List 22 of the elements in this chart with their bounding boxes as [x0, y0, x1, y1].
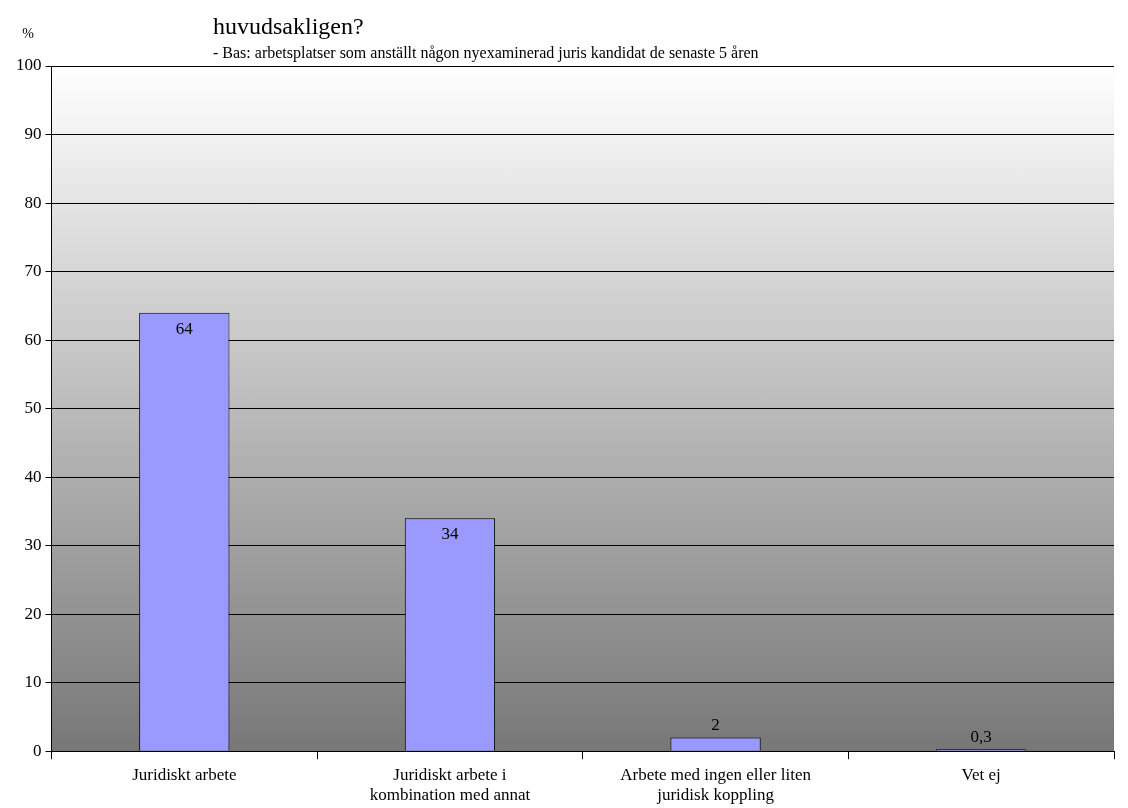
x-tick-label: Vet ej [961, 764, 1001, 784]
y-tick-label: 30 [24, 535, 42, 555]
y-tick-label: 10 [24, 672, 42, 692]
y-tick-label: 100 [16, 55, 42, 75]
data-label: 34 [441, 524, 459, 544]
data-label: 64 [175, 318, 194, 338]
y-axis-title: % [22, 26, 35, 41]
chart-title: huvudsakligen? [213, 13, 364, 39]
chart-subtitle: - Bas: arbetsplatser som anställt någon nyexaminerad juris kandidat de senaste 5 åren [213, 44, 759, 62]
data-label: 2 [711, 715, 720, 735]
y-tick-label: 40 [24, 466, 42, 486]
x-tick-label: Juridiskt arbete i kombination med annat [369, 764, 531, 805]
y-tick-label: 90 [24, 123, 42, 143]
y-tick-label: 80 [24, 192, 42, 212]
y-tick-label: 60 [24, 329, 42, 349]
y-tick-label: 50 [24, 398, 42, 418]
y-tick-label: 70 [24, 261, 42, 281]
x-tick-label: Arbete med ingen eller liten juridisk koppling [620, 764, 812, 805]
x-tick-label: Juridiskt arbete [132, 764, 237, 784]
data-label: 0,3 [970, 727, 992, 747]
y-tick-label: 20 [24, 603, 42, 623]
y-tick-label: 0 [33, 740, 42, 760]
